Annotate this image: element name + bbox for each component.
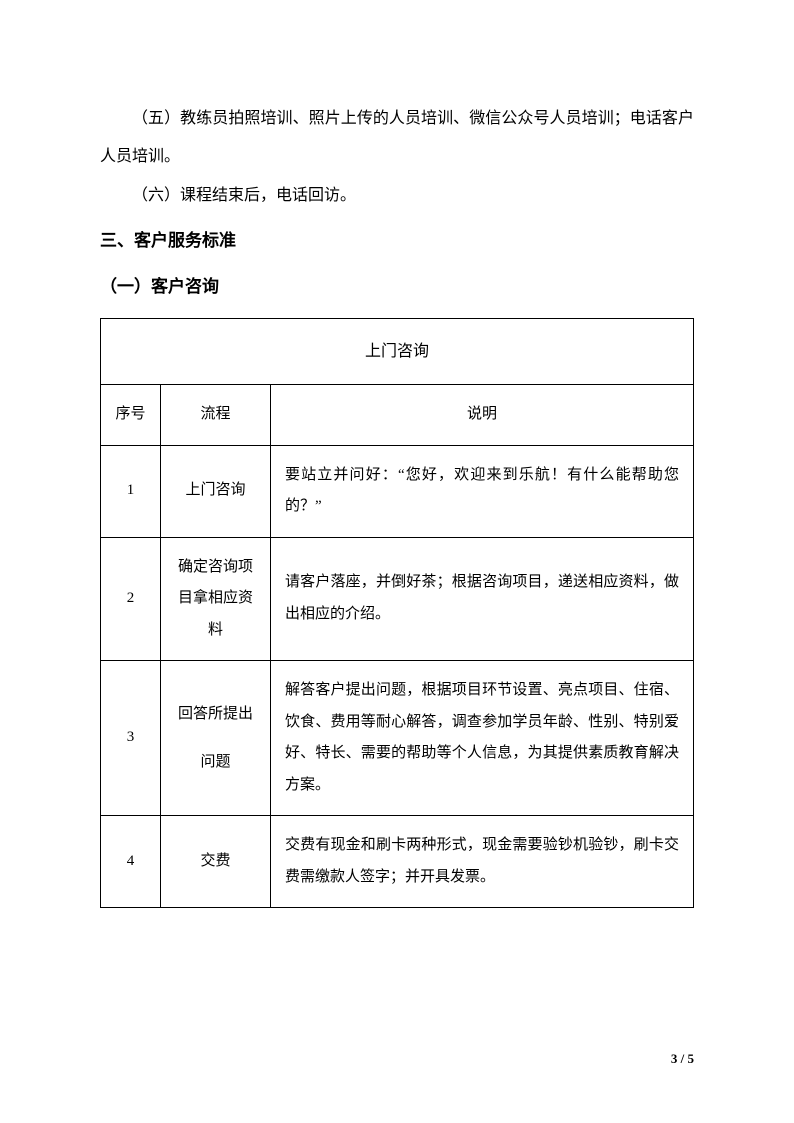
- cell-proc: 交费: [161, 816, 271, 908]
- col-header-desc: 说明: [271, 385, 694, 446]
- table-row: 4 交费 交费有现金和刷卡两种形式，现金需要验钞机验钞，刷卡交费需缴款人签字；并…: [101, 816, 694, 908]
- col-header-proc: 流程: [161, 385, 271, 446]
- paragraph-5: （五）教练员拍照培训、照片上传的人员培训、微信公众号人员培训；电话客户人员培训。: [100, 100, 694, 177]
- consultation-table: 上门咨询 序号 流程 说明 1 上门咨询 要站立并问好：“您好，欢迎来到乐航！有…: [100, 318, 694, 909]
- col-header-num: 序号: [101, 385, 161, 446]
- table-header-row: 序号 流程 说明: [101, 385, 694, 446]
- section-heading-3: 三、客户服务标准: [100, 219, 694, 263]
- paragraph-6: （六）课程结束后，电话回访。: [100, 177, 694, 215]
- cell-proc: 确定咨询项目拿相应资料: [161, 537, 271, 661]
- cell-num: 2: [101, 537, 161, 661]
- table-row: 3 回答所提出问题 解答客户提出问题，根据项目环节设置、亮点项目、住宿、饮食、费…: [101, 661, 694, 816]
- table-row: 2 确定咨询项目拿相应资料 请客户落座，并倒好茶；根据咨询项目，递送相应资料，做…: [101, 537, 694, 661]
- cell-proc: 上门咨询: [161, 445, 271, 537]
- cell-desc: 请客户落座，并倒好茶；根据咨询项目，递送相应资料，做出相应的介绍。: [271, 537, 694, 661]
- cell-desc: 交费有现金和刷卡两种形式，现金需要验钞机验钞，刷卡交费需缴款人签字；并开具发票。: [271, 816, 694, 908]
- cell-num: 4: [101, 816, 161, 908]
- cell-desc: 解答客户提出问题，根据项目环节设置、亮点项目、住宿、饮食、费用等耐心解答，调查参…: [271, 661, 694, 816]
- subsection-heading-1: （一）客户咨询: [100, 265, 694, 309]
- document-page: （五）教练员拍照培训、照片上传的人员培训、微信公众号人员培训；电话客户人员培训。…: [0, 0, 794, 908]
- table-title-row: 上门咨询: [101, 318, 694, 385]
- cell-num: 3: [101, 661, 161, 816]
- cell-num: 1: [101, 445, 161, 537]
- page-number: 3 / 5: [671, 1051, 694, 1067]
- table-title-cell: 上门咨询: [101, 318, 694, 385]
- table-row: 1 上门咨询 要站立并问好：“您好，欢迎来到乐航！有什么能帮助您的？”: [101, 445, 694, 537]
- cell-desc: 要站立并问好：“您好，欢迎来到乐航！有什么能帮助您的？”: [271, 445, 694, 537]
- cell-proc: 回答所提出问题: [161, 661, 271, 816]
